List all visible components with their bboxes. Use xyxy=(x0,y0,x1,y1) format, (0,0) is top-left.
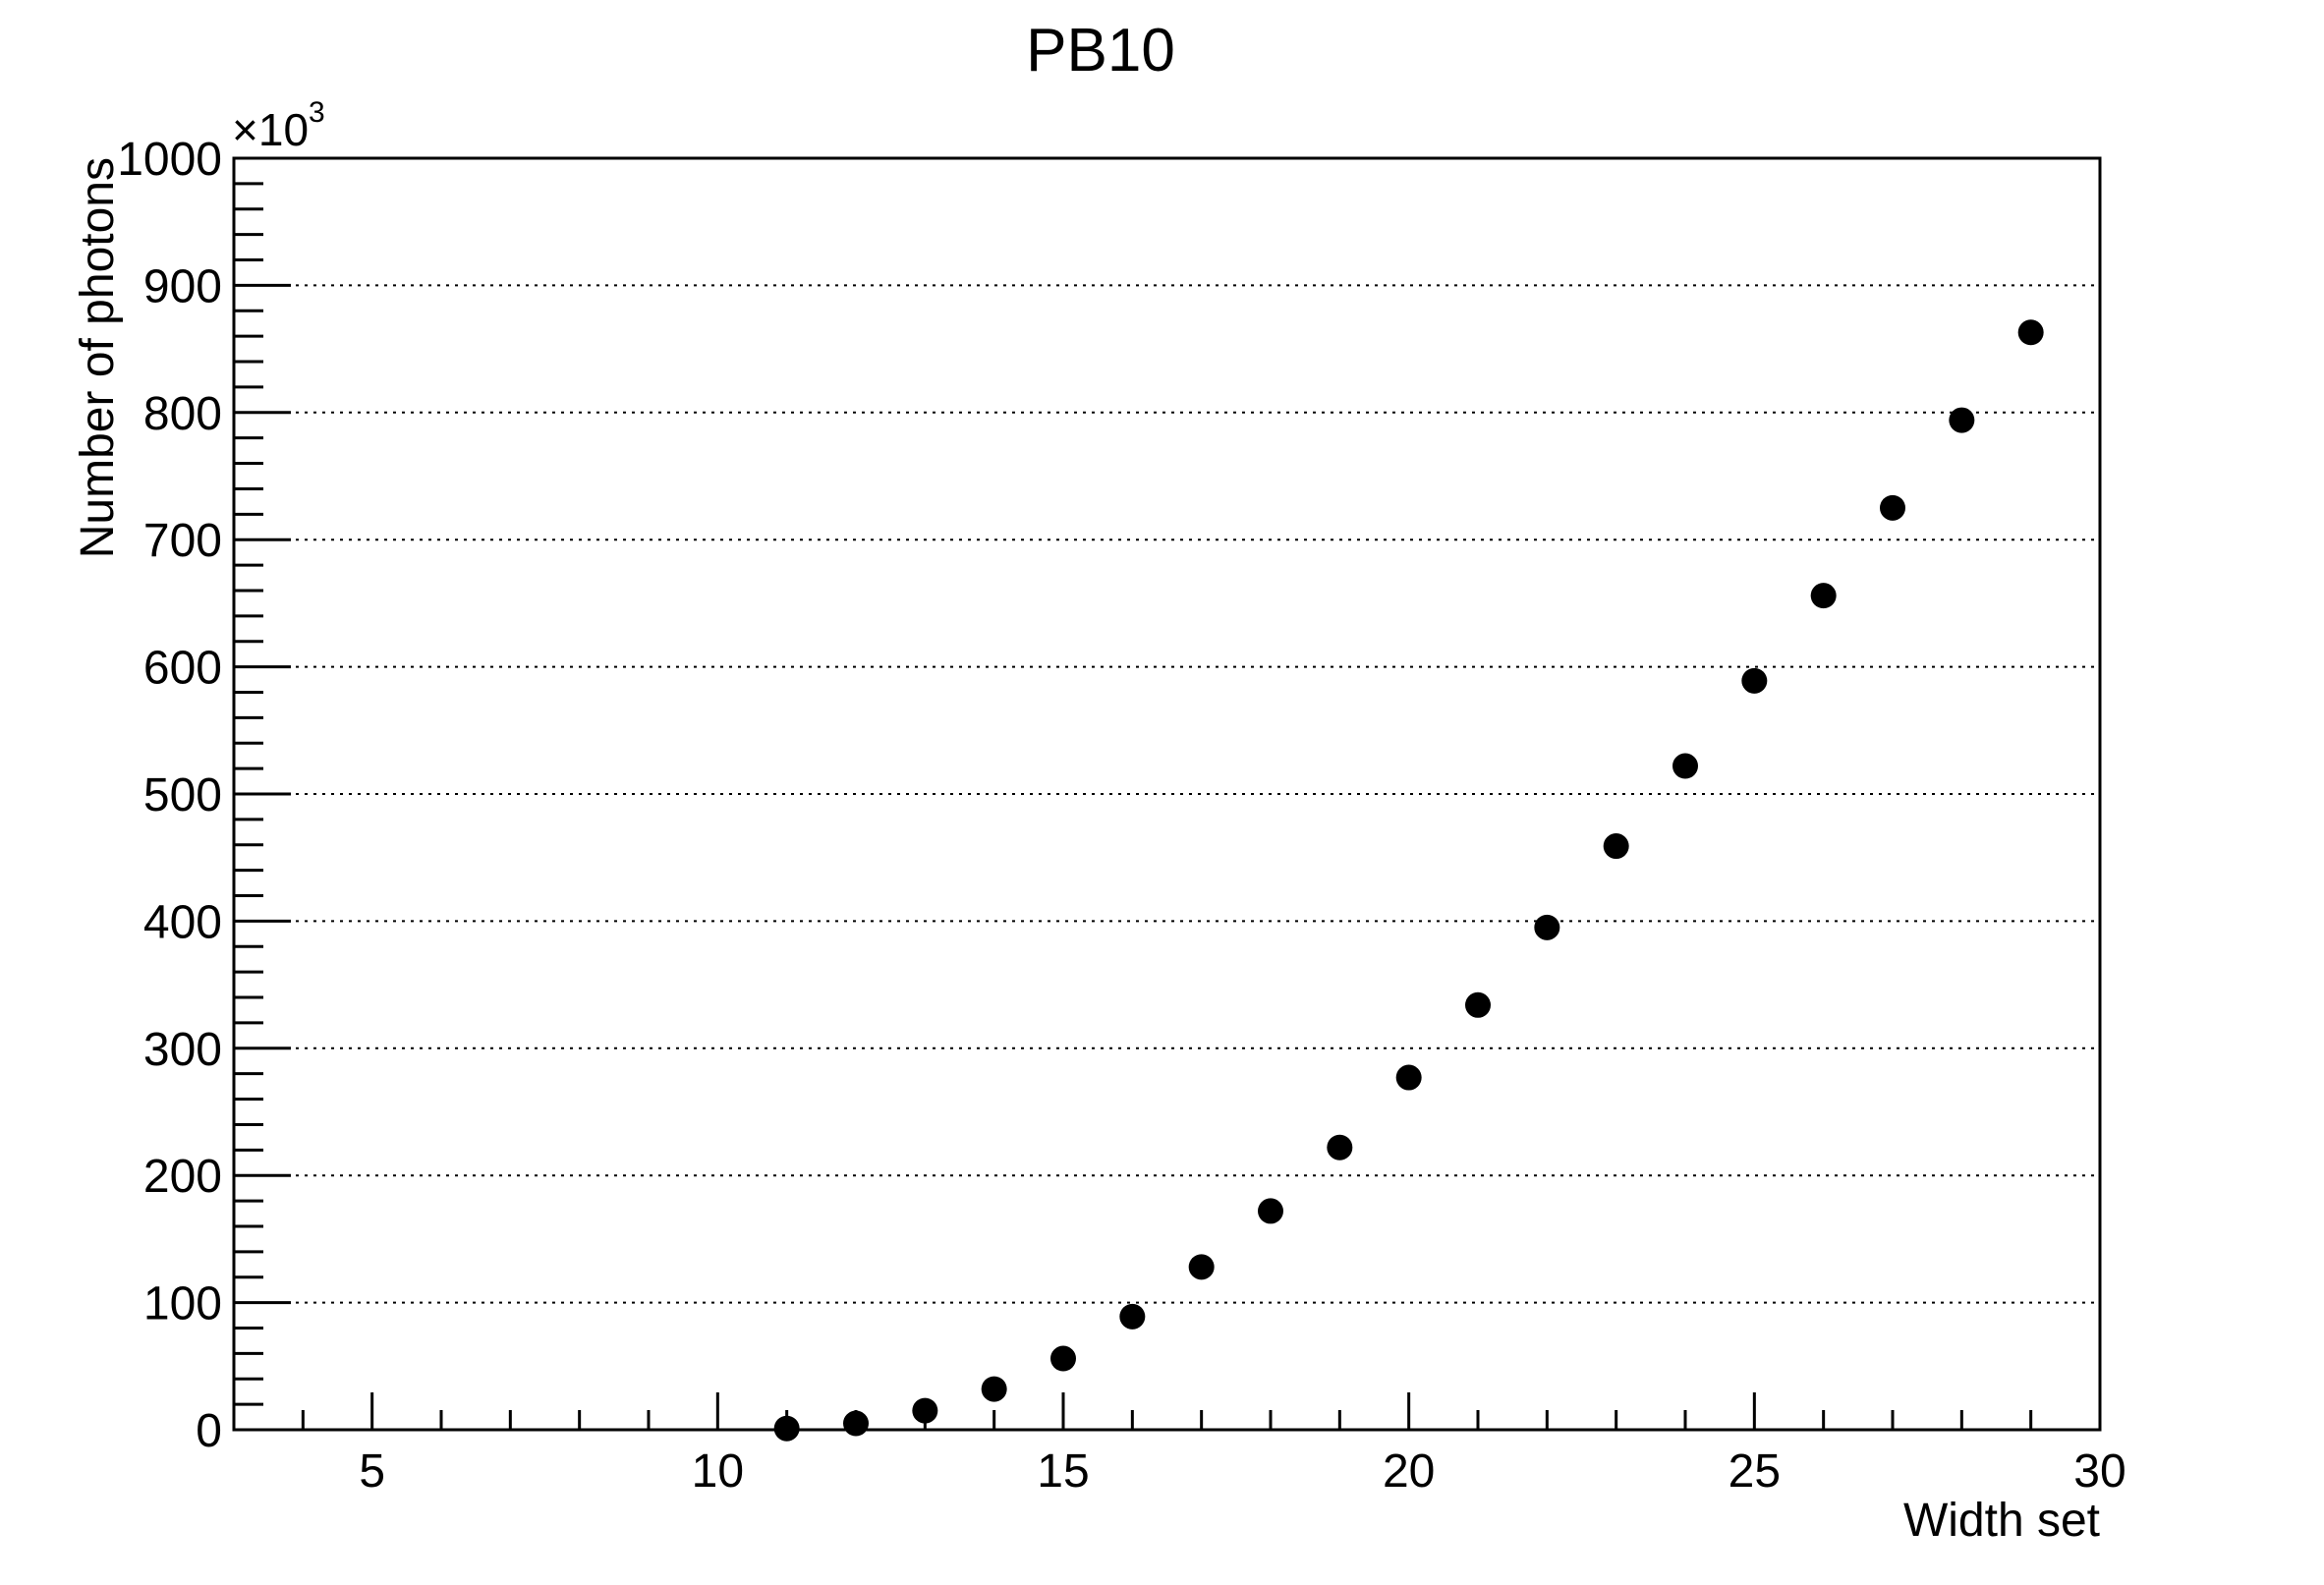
x-tick-label: 5 xyxy=(359,1445,385,1498)
data-point xyxy=(1465,991,1491,1018)
data-point xyxy=(1188,1254,1215,1280)
x-tick-label: 10 xyxy=(692,1445,744,1498)
plot-frame xyxy=(232,156,2102,1432)
data-point xyxy=(1810,583,1837,609)
axes: 0 100 200 300 400 500 600 700 800 900 1000 5 10 15 20 2… xyxy=(117,134,2126,1498)
data-point xyxy=(912,1397,938,1424)
y-tick-label: 800 xyxy=(143,388,222,440)
data-point xyxy=(1672,753,1698,779)
data-point xyxy=(773,1415,800,1442)
y-tick-label: 600 xyxy=(143,643,222,695)
y-tick-label: 200 xyxy=(143,1151,222,1203)
grid-lines xyxy=(234,284,2100,1304)
y-tick-label: 500 xyxy=(143,769,222,821)
data-point xyxy=(2017,319,2044,346)
x-tick-label: 20 xyxy=(1383,1445,1435,1498)
y-tick-label: 900 xyxy=(143,260,222,312)
data-point xyxy=(1603,833,1629,860)
y-tick-label: 100 xyxy=(143,1278,222,1330)
x-tick-label: 25 xyxy=(1729,1445,1781,1498)
x-tick-label: 30 xyxy=(2073,1445,2126,1498)
data-point xyxy=(1258,1198,1283,1224)
chart-title: PB10 xyxy=(1026,17,1175,85)
y-tick-label: 700 xyxy=(143,515,222,567)
x-tick-label: 15 xyxy=(1037,1445,1089,1498)
y-axis-multiplier: ×103 xyxy=(232,96,325,155)
data-point xyxy=(1327,1134,1353,1160)
y-tick-label: 1000 xyxy=(117,134,222,186)
data-points xyxy=(773,319,2044,1442)
y-tick-label: 400 xyxy=(143,896,222,948)
x-axis-title: Width set xyxy=(1903,1495,2100,1547)
data-point xyxy=(843,1410,869,1437)
data-point xyxy=(1119,1303,1146,1330)
y-tick-label: 0 xyxy=(196,1405,222,1457)
data-point xyxy=(1050,1345,1076,1372)
data-point xyxy=(1534,914,1560,940)
y-axis-title: Number of photons xyxy=(72,157,124,558)
y-tick-label: 300 xyxy=(143,1024,222,1076)
data-point xyxy=(1741,667,1768,694)
data-point xyxy=(1880,494,1905,521)
data-point xyxy=(981,1376,1007,1402)
data-point xyxy=(1949,407,1975,433)
data-point xyxy=(1395,1064,1422,1091)
